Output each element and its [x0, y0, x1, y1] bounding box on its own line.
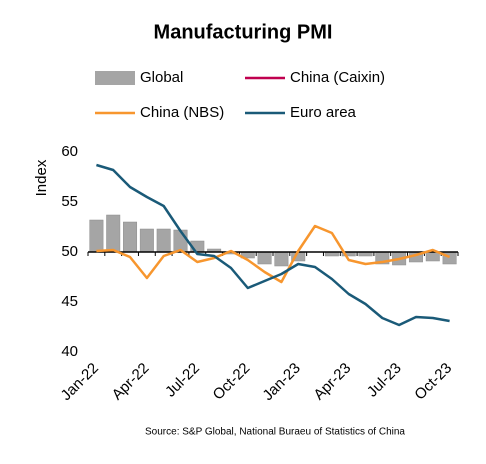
bar: [425, 251, 440, 262]
y-tick-label: 50: [61, 243, 78, 260]
y-tick-label: 40: [61, 343, 78, 360]
bar: [139, 228, 154, 253]
y-tick-label: 45: [61, 293, 78, 310]
legend-label: Global: [140, 69, 183, 86]
x-tick-label: Jan-22: [58, 360, 102, 404]
source: Source: S&P Global, National Buraeu of S…: [145, 427, 405, 438]
x-tick-label: Jan-23: [259, 360, 303, 404]
y-axis-label: Index: [33, 159, 50, 196]
bar: [123, 221, 138, 253]
line-series: [96, 163, 450, 327]
legend-swatch: [95, 71, 135, 85]
bar: [173, 229, 188, 253]
bar: [274, 251, 289, 267]
bar: [89, 219, 104, 253]
bar: [257, 251, 272, 265]
y-tick-label: 55: [61, 193, 78, 210]
x-tick-label: Jul-22: [162, 360, 203, 401]
y-tick-label: 60: [61, 143, 78, 160]
bar: [106, 214, 121, 253]
chart-title: Manufacturing PMI: [154, 21, 333, 43]
legend-label: China (NBS): [140, 104, 224, 121]
legend-label: Euro area: [290, 104, 357, 121]
x-tick-label: Apr-23: [310, 360, 354, 404]
bar: [156, 228, 171, 253]
x-tick-label: Oct-23: [411, 360, 455, 404]
x-tick-label: Oct-22: [210, 360, 254, 404]
x-tick-label: Apr-22: [109, 360, 153, 404]
x-tick-label: Jul-23: [364, 360, 405, 401]
legend-label: China (Caixin): [290, 69, 385, 86]
